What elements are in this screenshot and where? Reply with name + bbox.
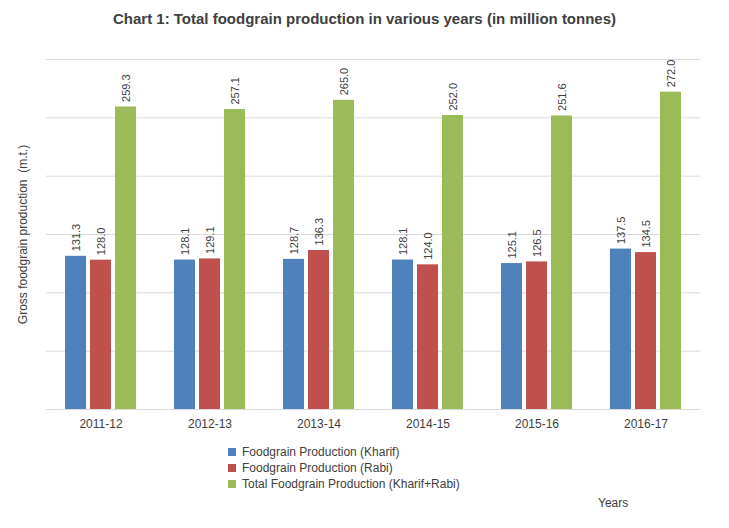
html-text:Foodgrain Production (Rabi): Foodgrain Production (Rabi) [242,461,393,475]
svg-text:251.6: 251.6 [556,83,568,111]
svg-text:259.3: 259.3 [120,74,132,102]
svg-text:2016-17: 2016-17 [624,417,668,431]
svg-text:136.3: 136.3 [313,218,325,246]
svg-text:134.5: 134.5 [640,220,652,248]
html-text:Years: Years [598,496,629,510]
svg-text:Gross foodgrain production (m: Gross foodgrain production (m.t.) [16,145,30,324]
svg-text:137.5: 137.5 [615,217,627,245]
svg-text:129.1: 129.1 [204,226,216,254]
html-text:Foodgrain Production (Kharif): Foodgrain Production (Kharif) [242,445,400,459]
svg-text:126.5: 126.5 [531,229,543,257]
svg-text:2011-12: 2011-12 [79,417,122,431]
html-text:Chart 1: Total foodgrain produ: Chart 1: Total foodgrain production in v… [113,10,616,27]
svg-text:128.0: 128.0 [95,228,107,256]
svg-text:128.7: 128.7 [288,227,300,255]
svg-text:272.0: 272.0 [665,60,677,88]
svg-text:2014-15: 2014-15 [406,417,450,431]
svg-text:131.3: 131.3 [70,224,82,252]
svg-text:128.1: 128.1 [397,228,409,256]
svg-text:2013-14: 2013-14 [297,417,341,431]
svg-text:128.1: 128.1 [179,228,191,256]
svg-text:2015-16: 2015-16 [515,417,559,431]
svg-text:252.0: 252.0 [447,83,459,111]
svg-text:265.0: 265.0 [338,68,350,96]
svg-text:2012-13: 2012-13 [188,417,232,431]
svg-text:125.1: 125.1 [506,231,518,259]
svg-text:257.1: 257.1 [229,77,241,105]
svg-text:124.0: 124.0 [422,232,434,260]
html-text:Total Foodgrain Production (Kh: Total Foodgrain Production (Kharif+Rabi) [242,477,460,491]
